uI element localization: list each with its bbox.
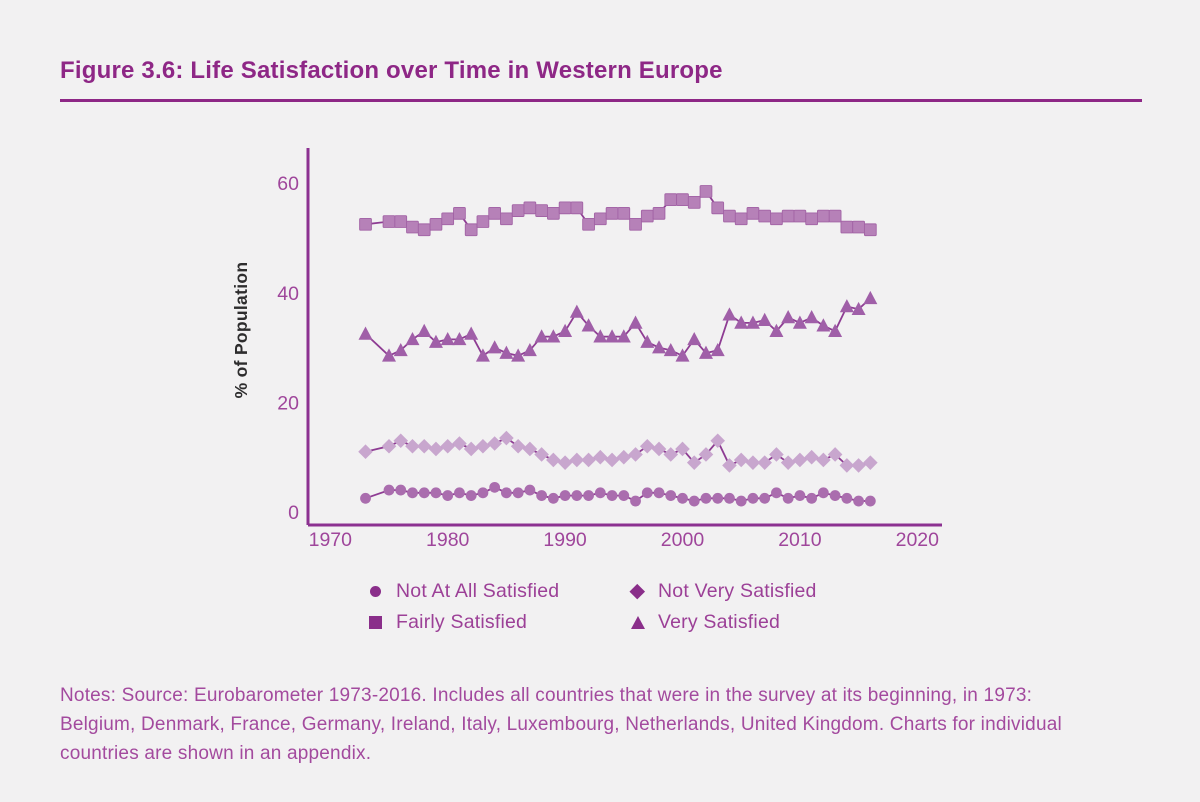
- title-divider: [60, 99, 1142, 102]
- series-triangle: [358, 290, 878, 362]
- x-tick-label: 2000: [661, 529, 705, 551]
- y-tick-label: 60: [277, 173, 299, 195]
- legend-item: Not Very Satisfied: [630, 580, 817, 603]
- legend-label: Fairly Satisfied: [396, 611, 528, 633]
- x-tick-label: 1990: [543, 529, 587, 551]
- diamond-marker-icon: [630, 584, 645, 599]
- triangle-marker-icon: [630, 615, 645, 630]
- series-circle: [360, 481, 876, 507]
- legend-label: Not Very Satisfied: [658, 580, 817, 602]
- square-marker-icon: [368, 615, 383, 630]
- x-tick-label: 2020: [896, 529, 940, 551]
- x-tick-label: 2010: [778, 529, 822, 551]
- legend-item: Not At All Satisfied: [368, 580, 630, 603]
- y-tick-label: 40: [277, 283, 299, 305]
- legend-label: Very Satisfied: [658, 611, 781, 633]
- figure-title: Figure 3.6: Life Satisfaction over Time …: [60, 57, 723, 84]
- notes-line: Belgium, Denmark, France, Germany, Irela…: [60, 714, 1062, 735]
- chart-svg: 0 20 40 60 1970 1980 1990 2000 2010 2020 % of Popu…: [231, 148, 942, 551]
- chart-legend: Not At All Satisfied Not Very Satisfied Fa…: [368, 580, 817, 634]
- x-tick-label: 1980: [426, 529, 470, 551]
- figure-notes: Notes: Source: Eurobarometer 1973-2016. …: [60, 681, 1062, 768]
- series-diamond: [358, 430, 878, 473]
- x-tick-label: 1970: [309, 529, 353, 551]
- series-square: [359, 185, 877, 237]
- y-tick-label: 0: [288, 502, 299, 524]
- notes-line: countries are shown in an appendix.: [60, 743, 372, 764]
- legend-item: Fairly Satisfied: [368, 611, 630, 634]
- circle-marker-icon: [368, 584, 383, 599]
- legend-item: Very Satisfied: [630, 611, 817, 634]
- y-axis-label: % of Population: [231, 262, 251, 399]
- y-tick-label: 20: [277, 392, 299, 414]
- legend-label: Not At All Satisfied: [396, 580, 560, 602]
- life-satisfaction-chart: 0 20 40 60 1970 1980 1990 2000 2010 2020 % of Popu…: [220, 130, 960, 580]
- notes-line: Notes: Source: Eurobarometer 1973-2016. …: [60, 685, 1033, 706]
